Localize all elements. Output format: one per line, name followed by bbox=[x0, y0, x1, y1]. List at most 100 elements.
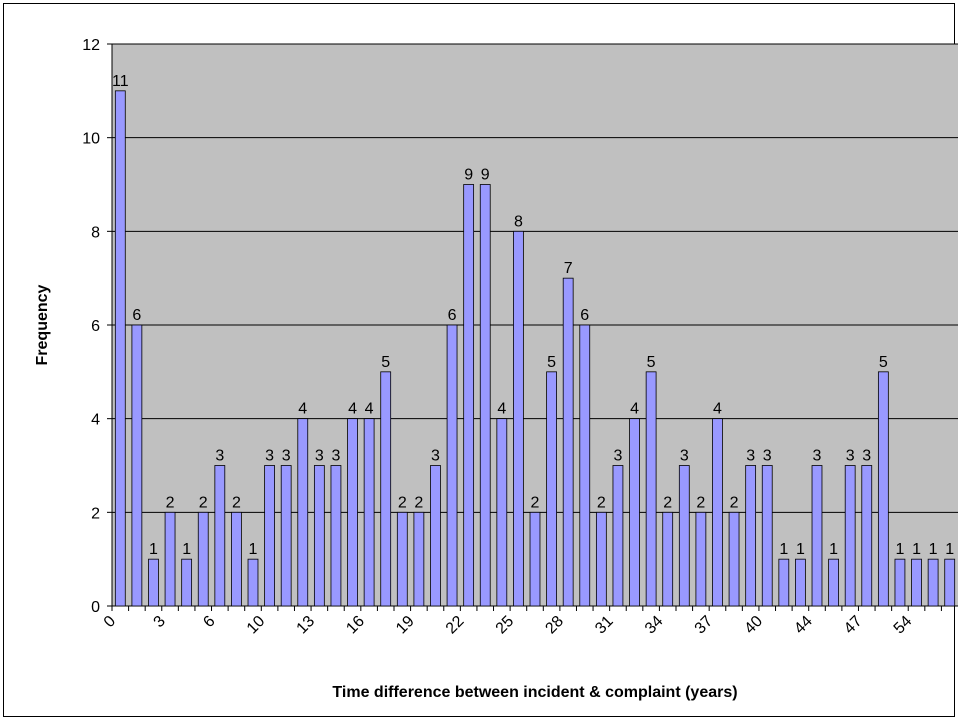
data-label: 3 bbox=[315, 448, 324, 465]
bar bbox=[347, 418, 358, 607]
data-label: 4 bbox=[298, 401, 307, 418]
data-label: 3 bbox=[846, 448, 855, 465]
data-label: 2 bbox=[730, 494, 739, 511]
bar bbox=[695, 511, 707, 607]
bar bbox=[678, 465, 690, 607]
bar bbox=[330, 465, 342, 607]
data-label: 5 bbox=[547, 354, 556, 371]
bar bbox=[894, 558, 906, 607]
bar bbox=[861, 465, 873, 607]
data-label: 1 bbox=[895, 541, 904, 558]
bar bbox=[363, 418, 375, 607]
bar bbox=[612, 465, 624, 607]
data-label: 4 bbox=[713, 401, 722, 418]
bar bbox=[662, 511, 674, 607]
data-label: 3 bbox=[265, 448, 274, 465]
data-label: 5 bbox=[879, 354, 888, 371]
bar bbox=[546, 371, 557, 607]
data-label: 3 bbox=[282, 448, 291, 465]
bar bbox=[247, 558, 259, 607]
data-label: 2 bbox=[597, 494, 606, 511]
data-label: 2 bbox=[414, 494, 423, 511]
bar bbox=[562, 277, 574, 607]
data-label: 1 bbox=[182, 541, 191, 558]
bar bbox=[927, 558, 939, 607]
data-label: 3 bbox=[613, 448, 622, 465]
data-label: 2 bbox=[531, 494, 540, 511]
data-label: 5 bbox=[381, 354, 390, 371]
bar bbox=[745, 465, 757, 607]
bar bbox=[131, 324, 143, 607]
bar bbox=[197, 511, 209, 607]
bar bbox=[231, 511, 242, 607]
data-label: 3 bbox=[763, 448, 772, 465]
y-tick-label: 10 bbox=[82, 131, 100, 148]
bar bbox=[778, 558, 790, 607]
data-label: 1 bbox=[796, 541, 805, 558]
data-label: 4 bbox=[365, 401, 374, 418]
data-label: 5 bbox=[647, 354, 656, 371]
y-tick-label: 0 bbox=[91, 599, 100, 616]
bar bbox=[828, 558, 839, 607]
bar bbox=[811, 465, 823, 607]
data-label: 4 bbox=[497, 401, 506, 418]
bar bbox=[645, 371, 657, 607]
y-tick-label: 6 bbox=[91, 318, 100, 335]
data-label: 3 bbox=[680, 448, 689, 465]
bar bbox=[148, 558, 159, 607]
data-label: 1 bbox=[149, 541, 158, 558]
y-axis-title: Frequency bbox=[34, 284, 51, 365]
data-label: 9 bbox=[481, 167, 490, 184]
data-label: 2 bbox=[166, 494, 175, 511]
bar bbox=[164, 511, 176, 607]
bar bbox=[595, 511, 607, 607]
y-tick-label: 8 bbox=[91, 224, 100, 241]
data-label: 3 bbox=[215, 448, 224, 465]
data-label: 6 bbox=[448, 307, 457, 324]
bar bbox=[944, 558, 956, 607]
data-label: 8 bbox=[514, 213, 523, 230]
data-label: 2 bbox=[663, 494, 672, 511]
data-label: 1 bbox=[912, 541, 921, 558]
bar bbox=[280, 465, 292, 607]
data-label: 2 bbox=[232, 494, 241, 511]
bar bbox=[911, 558, 922, 607]
data-label: 3 bbox=[746, 448, 755, 465]
data-label: 6 bbox=[132, 307, 141, 324]
bar bbox=[761, 465, 773, 607]
bar bbox=[728, 511, 740, 607]
data-label: 4 bbox=[630, 401, 639, 418]
data-label: 1 bbox=[249, 541, 258, 558]
bar bbox=[413, 511, 425, 607]
bar bbox=[513, 230, 524, 607]
bar bbox=[114, 90, 126, 607]
bar bbox=[214, 465, 226, 607]
data-label: 6 bbox=[580, 307, 589, 324]
data-label: 4 bbox=[348, 401, 357, 418]
y-tick-label: 12 bbox=[82, 37, 100, 54]
y-tick-label: 4 bbox=[91, 412, 100, 429]
bar bbox=[430, 465, 441, 607]
bar bbox=[712, 418, 723, 607]
bar bbox=[844, 465, 856, 607]
data-label: 3 bbox=[862, 448, 871, 465]
data-label: 11 bbox=[112, 73, 129, 90]
data-label: 3 bbox=[431, 448, 440, 465]
bar bbox=[181, 558, 193, 607]
x-axis-title: Time difference between incident & compl… bbox=[332, 684, 737, 701]
bar bbox=[877, 371, 889, 607]
data-label: 1 bbox=[829, 541, 838, 558]
bar bbox=[463, 184, 475, 607]
bar bbox=[313, 465, 325, 607]
data-label: 2 bbox=[199, 494, 208, 511]
bar bbox=[629, 418, 640, 607]
bar bbox=[579, 324, 591, 607]
data-label: 3 bbox=[331, 448, 340, 465]
data-label: 1 bbox=[945, 541, 954, 558]
data-label: 2 bbox=[696, 494, 705, 511]
bar bbox=[496, 418, 508, 607]
bar bbox=[396, 511, 408, 607]
data-label: 7 bbox=[564, 260, 573, 277]
